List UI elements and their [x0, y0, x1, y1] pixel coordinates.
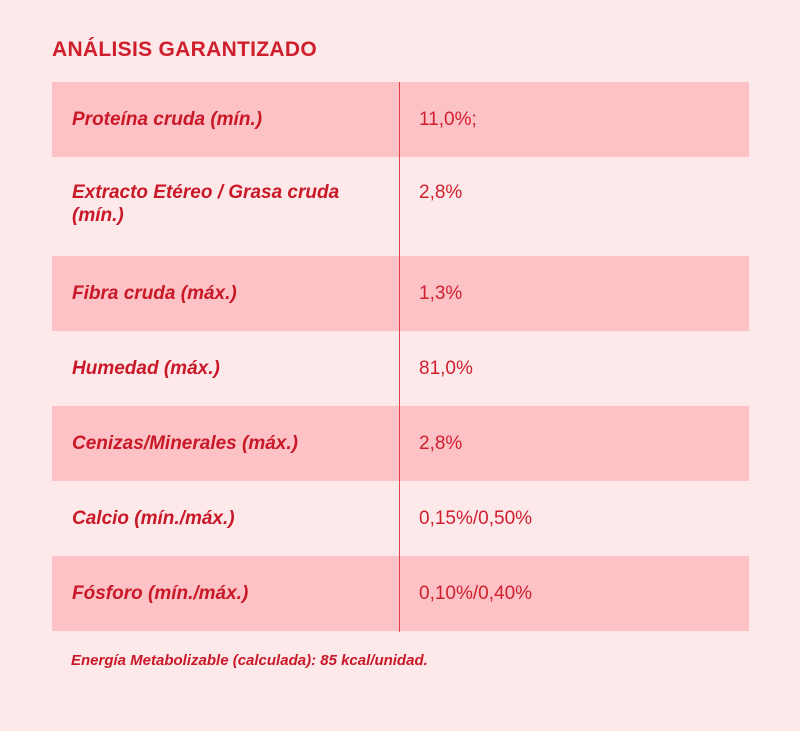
guaranteed-analysis-table: Proteína cruda (mín.) 11,0%; Extracto Et… — [52, 82, 749, 631]
nutrient-value: 2,8% — [419, 433, 463, 454]
page-title: ANÁLISIS GARANTIZADO — [52, 38, 317, 61]
table-row: Cenizas/Minerales (máx.) 2,8% — [52, 406, 749, 481]
column-divider — [399, 82, 400, 632]
table-row: Proteína cruda (mín.) 11,0%; — [52, 82, 749, 157]
nutrient-value: 11,0%; — [419, 109, 477, 130]
nutrient-value: 81,0% — [419, 358, 473, 379]
nutrient-label: Humedad (máx.) — [72, 358, 220, 379]
nutrient-label: Fósforo (mín./máx.) — [72, 583, 249, 604]
nutrient-value: 2,8% — [419, 182, 463, 203]
nutrient-value: 0,15%/0,50% — [419, 508, 533, 529]
energy-footnote: Energía Metabolizable (calculada): 85 kc… — [71, 652, 428, 669]
nutrient-label: Cenizas/Minerales (máx.) — [72, 433, 298, 454]
nutrient-label: Calcio (mín./máx.) — [72, 508, 235, 529]
table-row: Fibra cruda (máx.) 1,3% — [52, 256, 749, 331]
table-row: Fósforo (mín./máx.) 0,10%/0,40% — [52, 556, 749, 631]
nutrient-label: Extracto Etéreo / Grasa cruda (mín.) — [72, 182, 340, 226]
nutrient-value: 1,3% — [419, 283, 463, 304]
nutrient-value: 0,10%/0,40% — [419, 583, 533, 604]
table-row: Calcio (mín./máx.) 0,15%/0,50% — [52, 481, 749, 556]
table-row: Extracto Etéreo / Grasa cruda (mín.) 2,8… — [52, 157, 749, 256]
table-row: Humedad (máx.) 81,0% — [52, 331, 749, 406]
nutrient-label: Fibra cruda (máx.) — [72, 283, 237, 304]
nutrient-label: Proteína cruda (mín.) — [72, 109, 263, 130]
